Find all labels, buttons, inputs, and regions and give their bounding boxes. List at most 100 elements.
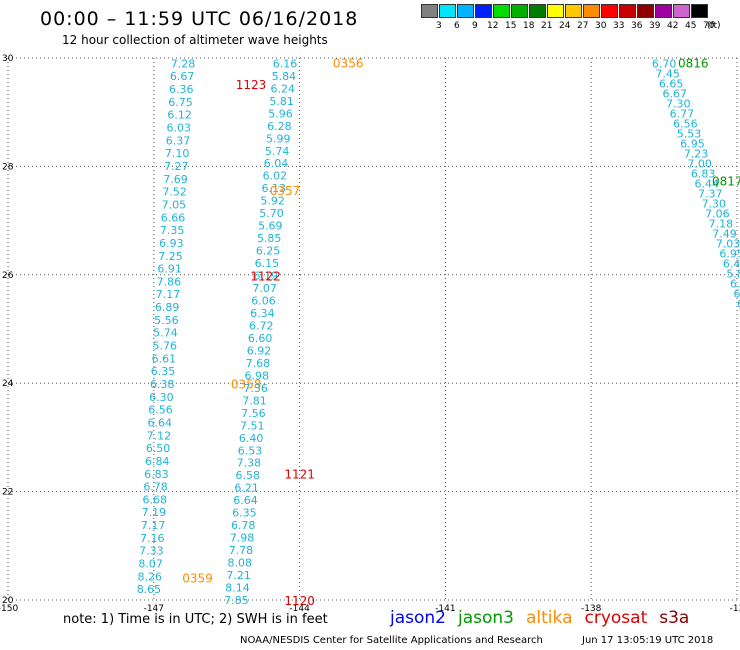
wave-height-point: 5.87 bbox=[726, 268, 740, 281]
legend-swatch-18 bbox=[511, 4, 528, 18]
wave-height-point: 6.58 bbox=[235, 469, 260, 482]
x-tick-label: -150 bbox=[0, 604, 18, 614]
wave-height-point: 6.21 bbox=[234, 482, 259, 495]
chart-subtitle: 12 hour collection of altimeter wave hei… bbox=[62, 33, 328, 47]
legend-label-9: 9 bbox=[472, 21, 478, 31]
wave-height-point: 6.60 bbox=[248, 332, 273, 345]
wave-height-point: 5.92 bbox=[260, 195, 285, 208]
wave-height-point: 5.53 bbox=[677, 127, 702, 140]
legend-swatch-36 bbox=[619, 4, 636, 18]
footer-note: note: 1) Time is in UTC; 2) SWH is in fe… bbox=[63, 612, 328, 627]
chart-title: 00:00 – 11:59 UTC 06/16/2018 bbox=[40, 8, 359, 30]
wave-height-point: 5.76 bbox=[152, 340, 177, 353]
wave-height-point: 7.07 bbox=[252, 282, 277, 295]
pass-time-label: 1122 bbox=[250, 269, 281, 283]
legend-swatch-33 bbox=[601, 4, 618, 18]
wave-height-point: 7.37 bbox=[698, 188, 723, 201]
wave-height-point: 7.78 bbox=[229, 544, 254, 557]
mission-legend: jason2 jason3 altika cryosat s3a bbox=[390, 608, 701, 628]
wave-height-point: 6.89 bbox=[155, 301, 180, 314]
wave-height-point: 5.70 bbox=[259, 207, 284, 220]
wave-height-point: 8.26 bbox=[138, 570, 163, 583]
wave-height-point: 5.85 bbox=[257, 232, 282, 245]
wave-height-point: 6.50 bbox=[146, 442, 171, 455]
legend-swatch-6 bbox=[439, 4, 456, 18]
legend-swatches bbox=[421, 4, 709, 18]
wave-height-point: 7.30 bbox=[666, 97, 691, 110]
wave-height-point: 6.28 bbox=[267, 120, 292, 133]
wave-height-point: 6.64 bbox=[233, 494, 258, 507]
legend-label-70: 70 bbox=[703, 21, 715, 31]
wave-height-point: 6.61 bbox=[152, 352, 177, 365]
pass-time-label: 1121 bbox=[284, 467, 315, 481]
pass-time-label: 1123 bbox=[236, 78, 267, 92]
wave-height-point: 6.92 bbox=[247, 344, 272, 357]
wave-height-point: 7.56 bbox=[241, 407, 266, 420]
wave-height-point: 6.64 bbox=[734, 288, 740, 301]
wave-height-point: 7.03 bbox=[716, 238, 740, 251]
legend-label-45: 45 bbox=[685, 21, 697, 31]
mission-cryosat: cryosat bbox=[584, 608, 648, 628]
wave-height-point: 6.36 bbox=[169, 83, 194, 96]
wave-height-point: 6.25 bbox=[256, 245, 281, 258]
wave-height-point: 6.48 bbox=[730, 278, 740, 291]
wave-height-point: 6.72 bbox=[249, 319, 274, 332]
wave-height-point: 6.37 bbox=[166, 134, 191, 147]
legend-label-21: 21 bbox=[541, 21, 553, 31]
legend-label-3: 3 bbox=[436, 21, 442, 31]
legend-unit: (ft) bbox=[707, 21, 721, 31]
pass-time-label: 0817 bbox=[712, 175, 740, 189]
y-tick-label: 22 bbox=[2, 488, 13, 498]
wave-height-point: 6.84 bbox=[145, 455, 170, 468]
legend-label-24: 24 bbox=[559, 21, 571, 31]
wave-height-point: 6.02 bbox=[263, 170, 288, 183]
wave-height-point: 7.17 bbox=[156, 288, 181, 301]
wave-height-point: 5.81 bbox=[269, 95, 294, 108]
wave-height-point: 7.23 bbox=[684, 147, 709, 160]
wave-height-point: 6.67 bbox=[663, 87, 688, 100]
credit-text: NOAA/NESDIS Center for Satellite Applica… bbox=[240, 635, 543, 646]
wave-height-point: 6.83 bbox=[691, 167, 716, 180]
legend-swatch-12 bbox=[475, 4, 492, 18]
wave-height-point: 5.56 bbox=[154, 314, 179, 327]
generated-timestamp: Jun 17 13:05:19 UTC 2018 bbox=[582, 635, 714, 646]
wave-height-point: 6.40 bbox=[239, 432, 264, 445]
legend-swatch-21 bbox=[529, 4, 546, 18]
wave-height-point: 6.65 bbox=[659, 77, 684, 90]
mission-jason2: jason2 bbox=[390, 608, 446, 628]
wave-height-point: 7.12 bbox=[147, 429, 172, 442]
legend-label-30: 30 bbox=[595, 21, 607, 31]
y-tick-label: 28 bbox=[2, 162, 14, 172]
wave-height-point: 6.43 bbox=[723, 258, 740, 271]
wave-height-point: 7.10 bbox=[165, 147, 190, 160]
wave-height-point: 7.36 bbox=[243, 382, 268, 395]
wave-height-point: 6.35 bbox=[232, 507, 257, 520]
wave-height-point: 6.04 bbox=[264, 157, 289, 170]
wave-height-point: 7.98 bbox=[230, 532, 255, 545]
wave-height-point: 6.53 bbox=[238, 444, 263, 457]
pass-time-label: 1120 bbox=[284, 594, 315, 608]
wave-height-point: 6.03 bbox=[167, 122, 192, 135]
legend-swatch-3 bbox=[421, 4, 438, 18]
wave-height-point: 6.95 bbox=[719, 248, 740, 261]
wave-height-point: 7.06 bbox=[705, 208, 730, 221]
wave-height-point: 5.96 bbox=[268, 107, 293, 120]
wave-height-point: 6.77 bbox=[670, 107, 695, 120]
legend-swatch-39 bbox=[637, 4, 654, 18]
legend-label-33: 33 bbox=[613, 21, 625, 31]
x-tick-label: -13 bbox=[730, 604, 740, 614]
y-tick-label: 26 bbox=[2, 271, 14, 281]
wave-height-point: 7.49 bbox=[712, 228, 737, 241]
wave-height-point: 6.66 bbox=[161, 211, 186, 224]
wave-height-point: 6.56 bbox=[148, 404, 173, 417]
wave-height-point: 6.78 bbox=[143, 481, 168, 494]
wave-height-point: 7.69 bbox=[163, 173, 188, 186]
wave-height-point: 5.99 bbox=[266, 132, 291, 145]
wave-height-point: 5.74 bbox=[265, 145, 290, 158]
legend-label-27: 27 bbox=[577, 21, 589, 31]
legend-label-18: 18 bbox=[523, 21, 535, 31]
wave-height-point: 6.64 bbox=[147, 416, 172, 429]
pass-time-label: 0359 bbox=[182, 571, 213, 585]
wave-height-point: 6.06 bbox=[251, 295, 276, 308]
